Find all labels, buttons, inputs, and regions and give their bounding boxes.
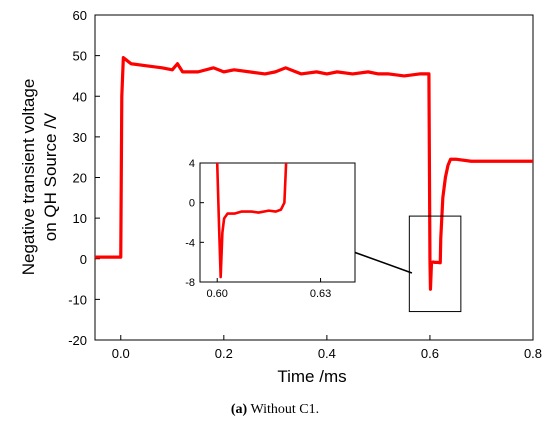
- main-y-tick-label: -10: [68, 292, 87, 307]
- main-y-tick-label: -20: [68, 333, 87, 348]
- inset-y-tick-label: 0: [189, 198, 195, 210]
- main-y-tick-label: 50: [73, 49, 87, 64]
- caption-text: Without C1.: [247, 402, 320, 417]
- inset-x-tick-label: 0.63: [310, 288, 331, 300]
- main-x-tick-label: 0.6: [421, 346, 439, 361]
- main-x-tick-label: 0.0: [112, 346, 130, 361]
- main-x-tick-label: 0.4: [318, 346, 336, 361]
- main-x-tick-label: 0.8: [524, 346, 542, 361]
- inset-plot: 0.60 0.63 -8 -4 0 4: [185, 158, 356, 300]
- inset-y-tick-label: 4: [189, 158, 195, 170]
- main-y-tick-label: 60: [73, 8, 87, 23]
- main-y-tick-label: 10: [73, 211, 87, 226]
- main-y-tick-label: 20: [73, 171, 87, 186]
- inset-x-tick-label: 0.60: [207, 288, 228, 300]
- inset-y-tick-label: -4: [185, 237, 195, 249]
- main-y-tick-label: 30: [73, 130, 87, 145]
- main-series-line-0: [95, 56, 533, 291]
- inset-series-line-0: [215, 163, 288, 279]
- main-y-tick-label: 40: [73, 89, 87, 104]
- inset-frame: [199, 162, 356, 283]
- inset-y-tick-label: -8: [185, 277, 195, 289]
- y-axis-label-line1: Negative transient voltage: [19, 79, 38, 276]
- caption-tag: (a): [230, 402, 248, 417]
- zoom-box: [408, 215, 462, 313]
- y-axis-label-line2: on QH Source /V: [41, 112, 60, 241]
- main-x-tick-label: 0.2: [215, 346, 233, 361]
- main-y-tick-label: 0: [80, 252, 87, 267]
- x-axis-label: Time /ms: [277, 367, 346, 386]
- figure-caption: (a) Without C1.: [0, 402, 550, 418]
